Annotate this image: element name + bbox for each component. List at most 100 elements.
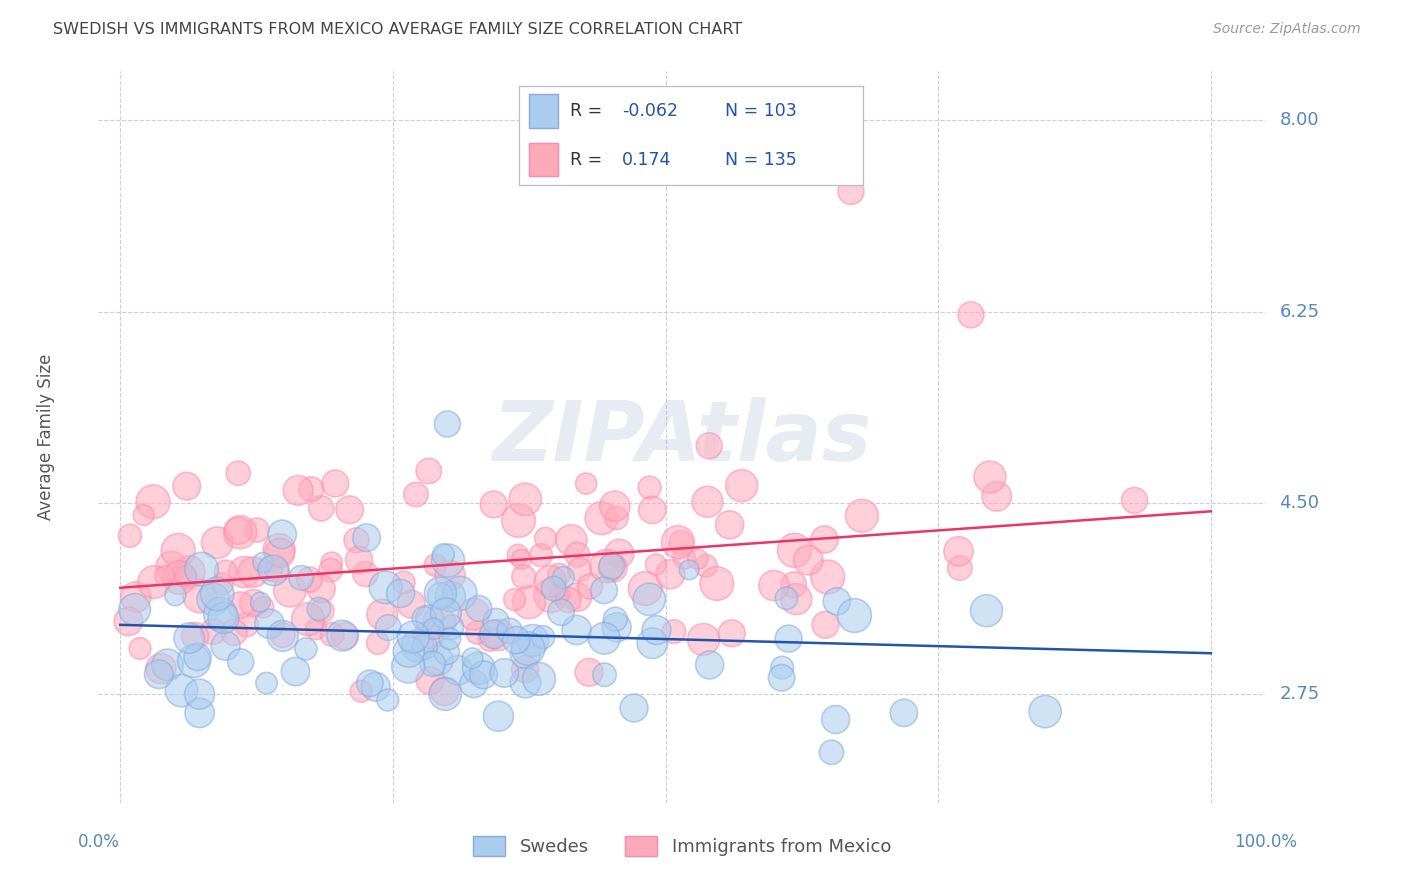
Point <box>235 617 257 632</box>
Point <box>308 602 330 616</box>
Point <box>467 661 489 675</box>
Text: Average Family Size: Average Family Size <box>37 354 55 520</box>
Point <box>183 654 205 668</box>
Point <box>575 476 598 491</box>
Point <box>603 499 626 513</box>
Point <box>332 629 354 643</box>
Point <box>515 675 537 690</box>
Point <box>578 665 600 680</box>
Point <box>662 624 685 639</box>
Point <box>797 553 820 567</box>
Point <box>129 641 152 656</box>
Point <box>463 676 485 690</box>
Point <box>246 523 269 537</box>
Point <box>233 565 256 579</box>
Point <box>782 578 804 592</box>
Point <box>242 565 264 579</box>
Point <box>530 548 553 562</box>
Point <box>439 590 461 604</box>
Point <box>697 439 720 453</box>
Point <box>269 542 291 557</box>
Point <box>311 582 333 596</box>
Point <box>354 566 377 581</box>
Point <box>567 590 589 604</box>
Point <box>117 614 139 628</box>
Point <box>256 676 278 690</box>
Point <box>498 624 520 638</box>
Point <box>486 709 509 723</box>
Point <box>606 620 628 634</box>
Point <box>215 564 238 578</box>
Point <box>770 660 793 674</box>
Point <box>125 590 148 604</box>
Point <box>437 553 460 567</box>
Point <box>503 592 526 607</box>
Point <box>222 625 245 640</box>
Point <box>211 577 233 591</box>
Point <box>567 548 589 562</box>
Point <box>190 562 212 576</box>
Point <box>229 655 252 669</box>
Point <box>124 602 146 616</box>
Point <box>434 687 457 701</box>
Point <box>278 583 301 598</box>
Point <box>513 662 536 676</box>
Point <box>427 653 450 667</box>
Point <box>527 672 550 686</box>
Point <box>543 582 565 596</box>
Point <box>214 639 236 653</box>
Point <box>356 531 378 545</box>
Point <box>785 592 807 607</box>
Point <box>188 706 211 720</box>
Point <box>323 476 346 491</box>
Point <box>591 511 613 525</box>
Point <box>485 615 508 629</box>
Point <box>184 629 207 643</box>
Point <box>948 544 970 558</box>
Point <box>266 564 288 578</box>
Point <box>472 667 495 681</box>
Point <box>824 713 846 727</box>
Point <box>350 684 373 698</box>
Point <box>429 589 451 603</box>
Point <box>176 479 198 493</box>
Point <box>419 673 441 688</box>
Point <box>540 589 562 603</box>
Point <box>436 417 458 431</box>
Point <box>339 502 361 516</box>
Point <box>600 559 623 574</box>
Point <box>439 632 461 646</box>
Point <box>531 630 554 644</box>
Point <box>508 514 530 528</box>
Point <box>778 632 800 646</box>
Point <box>893 706 915 720</box>
Point <box>401 597 423 611</box>
Point <box>284 665 307 679</box>
Point <box>692 632 714 647</box>
Point <box>644 558 666 572</box>
Point <box>593 583 616 598</box>
Point <box>718 517 741 532</box>
Point <box>169 571 191 585</box>
Point <box>422 622 444 636</box>
Legend: Swedes, Immigrants from Mexico: Swedes, Immigrants from Mexico <box>465 829 898 863</box>
Point <box>731 478 754 492</box>
Point <box>565 623 588 637</box>
Point <box>229 525 252 540</box>
Point <box>297 612 319 626</box>
Point <box>568 562 591 576</box>
Point <box>623 701 645 715</box>
Text: 4.50: 4.50 <box>1279 493 1319 512</box>
Text: Source: ZipAtlas.com: Source: ZipAtlas.com <box>1213 22 1361 37</box>
Point <box>156 657 179 672</box>
Point <box>165 588 187 602</box>
Point <box>960 308 983 322</box>
Point <box>229 598 252 612</box>
Point <box>309 501 332 516</box>
Point <box>377 621 399 635</box>
Point <box>515 647 537 661</box>
Point <box>979 470 1001 484</box>
Text: 100.0%: 100.0% <box>1234 833 1296 851</box>
Point <box>673 551 696 566</box>
Point <box>419 612 441 626</box>
